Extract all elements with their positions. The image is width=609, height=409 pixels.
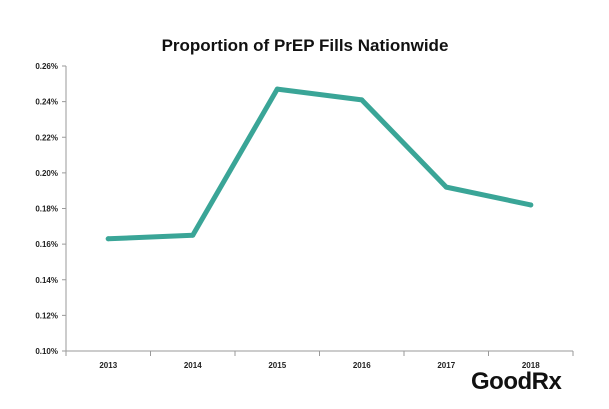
series-line [105, 86, 534, 242]
y-tick-label: 0.12% [35, 311, 58, 320]
x-tick-label: 2017 [437, 361, 455, 370]
y-tick-label: 0.14% [35, 276, 58, 285]
y-tick-label: 0.10% [35, 347, 58, 356]
data-point [105, 236, 111, 242]
goodrx-logo: GoodRx [471, 368, 562, 395]
y-axis-ticks: 0.10% 0.12% 0.14% 0.16% 0.18% 0.20% 0.22% 0.24%… [35, 62, 66, 356]
y-tick-label: 0.26% [35, 62, 58, 71]
chart-title: Proportion of PrEP Fills Nationwide [162, 36, 449, 55]
data-point [359, 97, 365, 103]
data-point [190, 232, 196, 238]
y-tick-label: 0.18% [35, 205, 58, 214]
y-tick-label: 0.24% [35, 98, 58, 107]
x-tick-label: 2016 [353, 361, 371, 370]
x-tick-label: 2013 [99, 361, 117, 370]
x-tick-label: 2014 [184, 361, 202, 370]
series-group [105, 86, 534, 242]
data-point [528, 202, 534, 208]
data-point [274, 86, 280, 92]
x-tick-label: 2015 [268, 361, 286, 370]
data-point [443, 184, 449, 190]
y-tick-label: 0.16% [35, 240, 58, 249]
y-tick-label: 0.22% [35, 133, 58, 142]
x-tick-label: 2018 [522, 361, 540, 370]
x-axis-ticks: 2013 2014 2015 2016 2017 2018 [65, 351, 574, 370]
y-tick-label: 0.20% [35, 169, 58, 178]
